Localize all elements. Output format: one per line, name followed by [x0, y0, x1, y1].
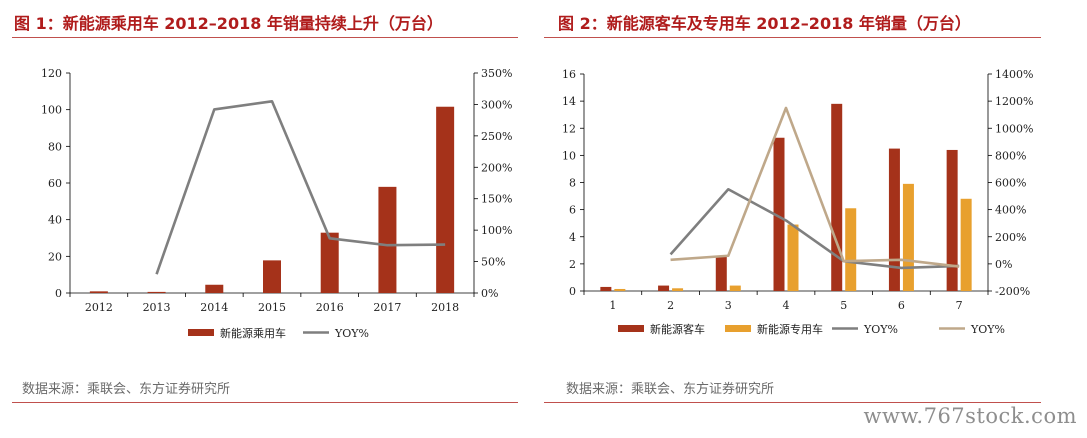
y-tick-label-left: 20 — [48, 250, 62, 263]
bar — [614, 288, 626, 291]
y-tick-label-left: 40 — [48, 214, 62, 227]
y-tick-label-right: 1200% — [995, 95, 1033, 108]
x-tick-label: 2 — [667, 299, 674, 312]
y-tick-label-right: 800% — [995, 149, 1026, 162]
bar — [729, 285, 741, 291]
bar — [147, 291, 166, 293]
bar — [715, 255, 727, 291]
bar — [205, 284, 224, 293]
y-tick-label-left: 14 — [562, 95, 576, 108]
y-tick-label-right: 400% — [995, 204, 1026, 217]
y-tick-label-right: 600% — [995, 177, 1026, 190]
y-tick-label-left: 4 — [569, 231, 576, 244]
legend-label: YOY% — [863, 323, 898, 336]
bar — [436, 106, 455, 293]
title-divider — [544, 37, 1041, 38]
y-tick-label-left: 0 — [569, 285, 576, 298]
chart-title: 图 2：新能源客车及专用车 2012–2018 年销量（万台） — [558, 14, 971, 33]
y-tick-label-left: 80 — [48, 140, 62, 153]
footer-divider — [12, 402, 518, 403]
y-tick-label-right: 250% — [481, 130, 512, 143]
series-line — [670, 106, 960, 268]
bar — [600, 286, 612, 291]
y-tick-label-left: 10 — [562, 149, 576, 162]
bar — [773, 137, 785, 291]
legend-label: 新能源乘用车 — [220, 326, 286, 340]
source-note: 数据来源：乘联会、东方证券研究所 — [22, 382, 231, 397]
x-tick-label: 2016 — [316, 301, 344, 314]
y-tick-label-left: 0 — [55, 287, 62, 300]
x-tick-label: 2014 — [200, 301, 228, 314]
title-divider — [12, 37, 518, 38]
series-line — [669, 187, 960, 270]
bar — [960, 198, 972, 291]
legend-swatch — [188, 329, 214, 336]
y-tick-label-right: 350% — [481, 67, 512, 80]
x-tick-label: 7 — [956, 299, 963, 312]
legend-label: 新能源专用车 — [757, 322, 823, 336]
chart-svg: 0246810121416-200%0%200%400%600%800%1000… — [562, 68, 1033, 336]
x-tick-label: 5 — [840, 299, 847, 312]
y-tick-label-right: 200% — [995, 231, 1026, 244]
y-tick-label-right: -200% — [995, 285, 1030, 298]
bar — [378, 186, 397, 293]
bar — [89, 291, 108, 293]
bar — [263, 260, 281, 293]
bar — [902, 183, 914, 291]
y-tick-label-left: 16 — [562, 68, 576, 81]
chart-title: 图 1：新能源乘用车 2012–2018 年销量持续上升（万台） — [14, 14, 443, 33]
legend-label: YOY% — [970, 323, 1005, 336]
x-tick-label: 2012 — [85, 301, 113, 314]
x-tick-label: 2017 — [373, 301, 401, 314]
y-tick-label-left: 6 — [569, 204, 576, 217]
bar — [946, 149, 958, 291]
y-tick-label-right: 1400% — [995, 68, 1033, 81]
x-tick-label: 2015 — [258, 301, 286, 314]
y-tick-label-left: 12 — [562, 122, 576, 135]
y-tick-label-left: 8 — [569, 177, 576, 190]
y-tick-label-left: 120 — [41, 67, 62, 80]
y-tick-label-right: 200% — [481, 161, 512, 174]
bar — [672, 288, 684, 291]
y-tick-label-right: 1000% — [995, 122, 1033, 135]
bar — [787, 224, 799, 291]
y-tick-label-right: 100% — [481, 224, 512, 237]
legend-swatch — [725, 325, 751, 332]
y-tick-label-right: 0% — [481, 287, 498, 300]
x-tick-label: 2013 — [143, 301, 171, 314]
watermark: www.767stock.com — [863, 404, 1077, 428]
x-tick-label: 2018 — [431, 301, 459, 314]
y-tick-label-left: 2 — [569, 258, 576, 271]
y-tick-label-left: 100 — [41, 104, 62, 117]
series-line — [155, 99, 446, 275]
bar — [888, 148, 900, 291]
source-note: 数据来源：乘联会、东方证券研究所 — [566, 382, 775, 397]
x-tick-label: 4 — [783, 299, 790, 312]
y-tick-label-right: 150% — [481, 193, 512, 206]
bar — [831, 103, 843, 292]
legend-label: YOY% — [334, 327, 369, 340]
footer-divider — [544, 402, 1041, 403]
bar — [320, 232, 339, 293]
y-tick-label-right: 300% — [481, 98, 512, 111]
y-tick-label-right: 0% — [995, 258, 1012, 271]
y-tick-label-left: 60 — [48, 177, 62, 190]
x-tick-label: 3 — [725, 299, 732, 312]
x-tick-label: 1 — [609, 299, 616, 312]
bar — [845, 208, 857, 291]
bar — [658, 285, 670, 291]
chart-svg: 0 20 40 60 80 100 120 0% 50% 100% 150% 200% 250% 300%… — [41, 67, 512, 340]
legend-swatch — [618, 325, 644, 332]
legend-label: 新能源客车 — [650, 322, 705, 336]
y-tick-label-right: 50% — [481, 256, 505, 269]
x-tick-label: 6 — [898, 299, 905, 312]
